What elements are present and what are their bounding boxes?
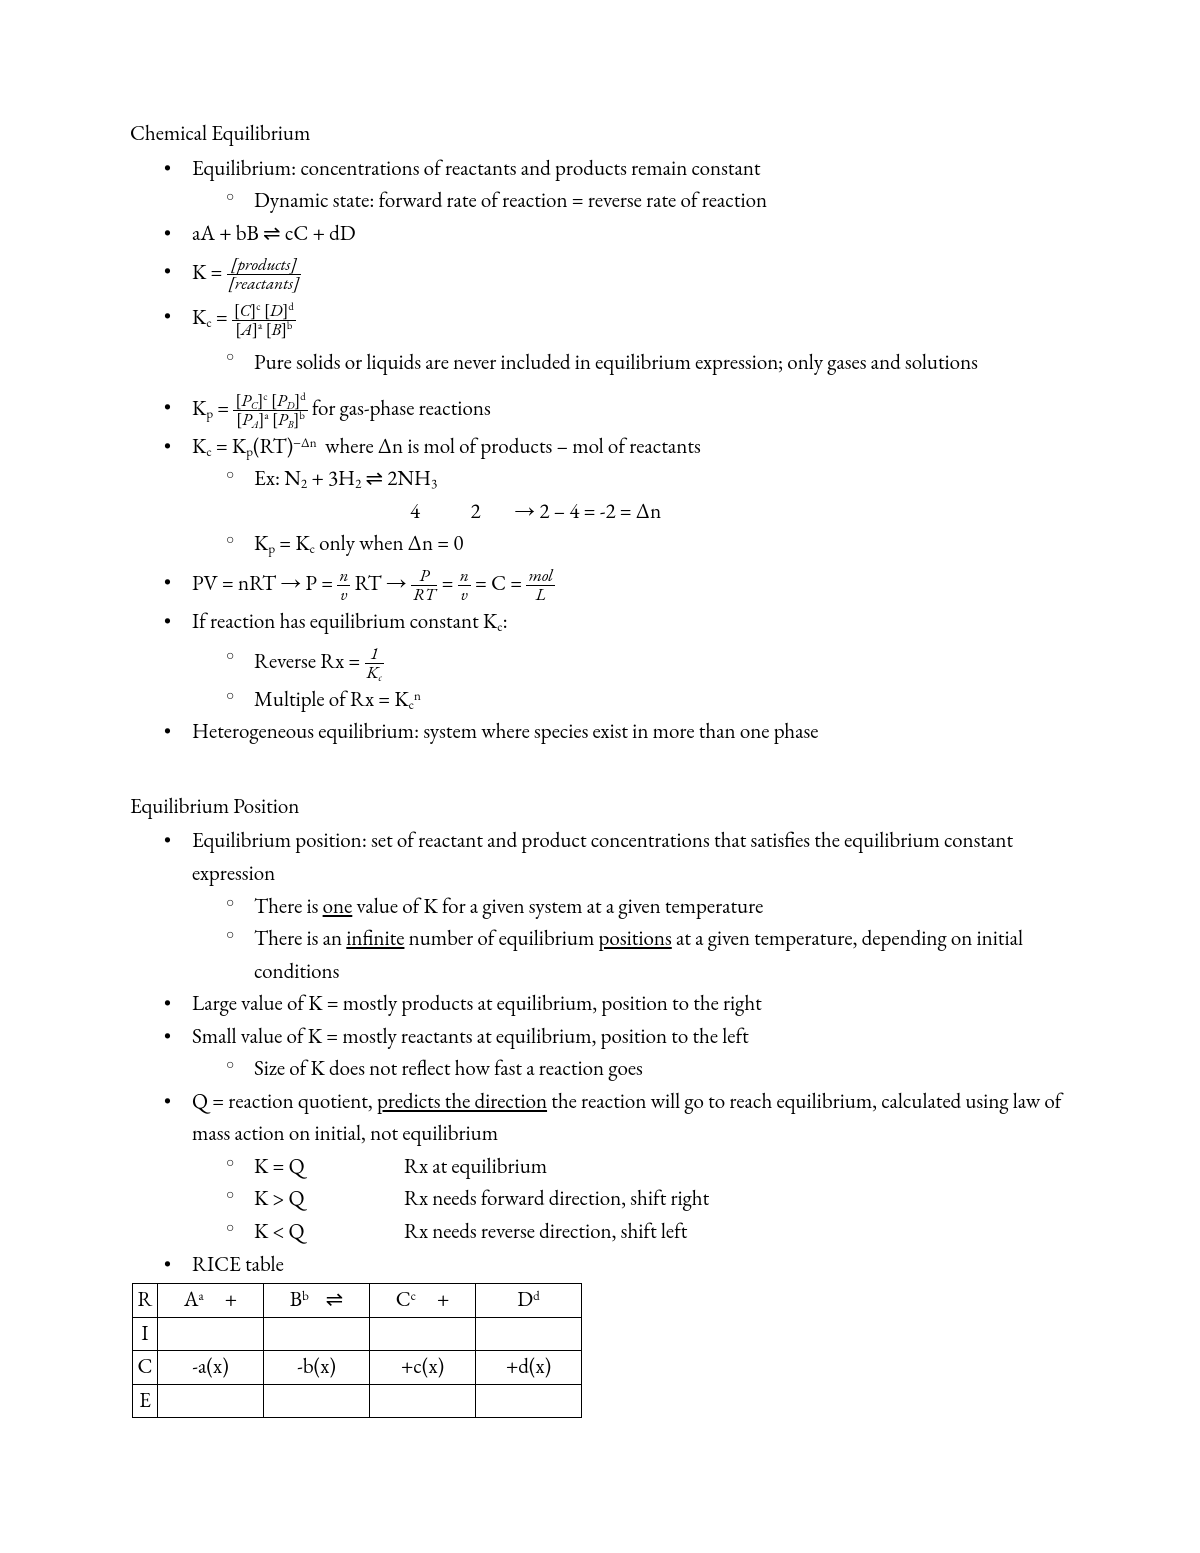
position-list: Equilibrium position: set of reactant an… — [130, 825, 1070, 1281]
item-equil-def: Equilibrium: concentrations of reactants… — [192, 153, 1070, 218]
rice-c: C — [133, 1351, 158, 1385]
pv-f1: n v — [337, 567, 350, 604]
item-kc-note: Pure solids or liquids are never include… — [254, 340, 1070, 385]
item-kp-eq-kc: Kp = Kc only when Δn = 0 — [254, 528, 1070, 561]
item-dynamic: Dynamic state: forward rate of reaction … — [254, 185, 1070, 218]
kp-label: Kp = — [192, 395, 233, 422]
rice-h2: Bb ⇌ — [264, 1284, 370, 1318]
document-page: Chemical Equilibrium Equilibrium: concen… — [0, 0, 1200, 1553]
item-large-k: Large value of K = mostly products at eq… — [192, 988, 1070, 1021]
rice-h4: Dd — [476, 1284, 582, 1318]
rice-e: E — [133, 1384, 158, 1418]
item-q: Q = reaction quotient, predicts the dire… — [192, 1086, 1070, 1249]
rev-frac: 1 Kc — [365, 645, 384, 682]
pv-f3: n v — [458, 567, 471, 604]
text: Equilibrium: concentrations of reactants… — [192, 155, 761, 182]
item-kq3: K < Q Rx needs reverse direction, shift … — [254, 1216, 1070, 1249]
item-reverse: Reverse Rx = 1 Kc — [254, 639, 1070, 684]
rice-c4: +d(x) — [476, 1351, 582, 1385]
item-ifrx: If reaction has equilibrium constant Kc:… — [192, 606, 1070, 716]
ex-numbers: 4 2 → 2 – 4 = -2 = Δn — [254, 496, 1070, 529]
item-pos-def: Equilibrium position: set of reactant an… — [192, 825, 1070, 988]
rice-c2: -b(x) — [264, 1351, 370, 1385]
rice-c1: -a(x) — [158, 1351, 264, 1385]
item-kq2: K > Q Rx needs forward direction, shift … — [254, 1183, 1070, 1216]
item-ex: Ex: N2 + 3H2 ⇌ 2NH3 4 2 → 2 – 4 = -2 = Δ… — [254, 463, 1070, 528]
kp-tail: for gas-phase reactions — [308, 395, 491, 422]
k-label: K = — [192, 259, 227, 286]
pv-f2: P RT — [411, 567, 438, 604]
item-size-k: Size of K does not reflect how fast a re… — [254, 1053, 1070, 1086]
item-kc-kp: Kc = Kp(RT)−Δn where Δn is mol of produc… — [192, 431, 1070, 561]
item-infinite: There is an infinite number of equilibri… — [254, 923, 1070, 988]
chem-list: Equilibrium: concentrations of reactants… — [130, 153, 1070, 749]
pv-f4: mol L — [526, 567, 555, 604]
item-kq1: K = Q Rx at equilibrium — [254, 1151, 1070, 1184]
kp-fraction: [PC]c [PD]d [PA]a [PB]b — [233, 392, 307, 429]
rice-table: R Aa + Bb ⇌ Cc + Dd I C -a(x) -b(x) +c(x… — [132, 1283, 582, 1418]
kc-fraction: [C]c [D]d [A]a [B]b — [232, 302, 296, 339]
section-title-chem: Chemical Equilibrium — [130, 118, 1070, 151]
item-multiple: Multiple of Rx = Kcn — [254, 684, 1070, 717]
item-hetero: Heterogeneous equilibrium: system where … — [192, 716, 1070, 749]
item-k: K = [products] [reactants] — [192, 250, 1070, 295]
item-pv: PV = nRT → P = n v RT → P RT = n v = C =… — [192, 561, 1070, 606]
item-one-value: There is one value of K for a given syst… — [254, 891, 1070, 924]
item-small-k: Small value of K = mostly reactants at e… — [192, 1021, 1070, 1086]
rice-r: R — [133, 1284, 158, 1318]
item-rice-label: RICE table — [192, 1249, 1070, 1282]
item-reaction: aA + bB ⇌ cC + dD — [192, 218, 1070, 251]
rice-h3: Cc + — [370, 1284, 476, 1318]
k-fraction: [products] [reactants] — [227, 256, 302, 293]
rice-c3: +c(x) — [370, 1351, 476, 1385]
pv-pre: PV = nRT → P = — [192, 570, 337, 597]
rice-h1: Aa + — [158, 1284, 264, 1318]
rice-i: I — [133, 1317, 158, 1351]
section-title-position: Equilibrium Position — [130, 791, 1070, 824]
kc-label: Kc = — [192, 304, 232, 331]
item-kp: Kp = [PC]c [PD]d [PA]a [PB]b for gas-pha… — [192, 386, 1070, 431]
item-kc: Kc = [C]c [D]d [A]a [B]b Pure solids or … — [192, 295, 1070, 385]
